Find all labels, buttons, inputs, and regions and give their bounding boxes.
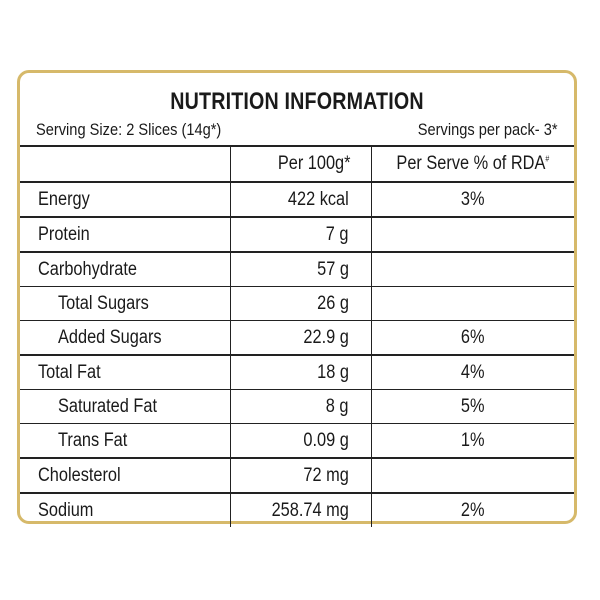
nutrient-name: Protein bbox=[20, 216, 230, 252]
table-row-carbohydrate: Carbohydrate 57 g bbox=[20, 251, 574, 287]
table-row-added-sugars: Added Sugars 22.9 g 6% bbox=[20, 320, 574, 355]
nutrient-per-100g: 8 g bbox=[229, 389, 372, 424]
nutrient-per-100g: 26 g bbox=[229, 286, 372, 321]
table-header-row: Per 100g* Per Serve % of RDA# bbox=[20, 145, 574, 182]
table-row-trans-fat: Trans Fat 0.09 g 1% bbox=[20, 423, 574, 458]
nutrient-name: Cholesterol bbox=[20, 457, 230, 493]
nutrient-name: Energy bbox=[20, 181, 230, 217]
nutrient-rda bbox=[371, 216, 574, 252]
nutrition-panel: NUTRITION INFORMATION Serving Size: 2 Sl… bbox=[17, 70, 577, 527]
nutrient-per-100g: 422 kcal bbox=[229, 181, 372, 217]
serving-size: Serving Size: 2 Slices (14g*) bbox=[36, 120, 222, 139]
nutrient-rda: 4% bbox=[371, 354, 574, 390]
nutrient-per-100g: 18 g bbox=[229, 354, 372, 390]
nutrient-rda bbox=[371, 251, 574, 287]
nutrient-rda bbox=[371, 286, 574, 321]
nutrient-rda: 3% bbox=[371, 181, 574, 217]
nutrient-name: Added Sugars bbox=[20, 320, 230, 355]
nutrient-per-100g: 258.74 mg bbox=[229, 492, 372, 527]
nutrient-name: Carbohydrate bbox=[20, 251, 230, 287]
header-per-serve-label: Per Serve % of RDA bbox=[396, 153, 546, 174]
nutrient-name: Total Sugars bbox=[20, 286, 230, 321]
nutrition-table: Per 100g* Per Serve % of RDA# Energy 422… bbox=[20, 145, 574, 527]
header-per-serve: Per Serve % of RDA# bbox=[371, 145, 574, 182]
nutrient-name: Total Fat bbox=[20, 354, 230, 390]
nutrient-per-100g: 72 mg bbox=[229, 457, 372, 493]
servings-per-pack: Servings per pack- 3* bbox=[418, 120, 558, 139]
nutrient-per-100g: 57 g bbox=[229, 251, 372, 287]
nutrient-name: Trans Fat bbox=[20, 423, 230, 458]
header-per-100g: Per 100g* bbox=[229, 145, 372, 182]
table-row-protein: Protein 7 g bbox=[20, 216, 574, 252]
nutrient-per-100g: 22.9 g bbox=[229, 320, 372, 355]
header-per-serve-footnote: # bbox=[545, 154, 550, 164]
nutrition-title: NUTRITION INFORMATION bbox=[170, 88, 424, 115]
nutrient-rda: 1% bbox=[371, 423, 574, 458]
table-row-total-sugars: Total Sugars 26 g bbox=[20, 286, 574, 321]
nutrient-per-100g: 0.09 g bbox=[229, 423, 372, 458]
header-nutrient bbox=[20, 145, 230, 182]
nutrient-rda: 5% bbox=[371, 389, 574, 424]
table-row-total-fat: Total Fat 18 g 4% bbox=[20, 354, 574, 390]
nutrient-name: Saturated Fat bbox=[20, 389, 230, 424]
nutrient-rda: 2% bbox=[371, 492, 574, 527]
table-row-sodium: Sodium 258.74 mg 2% bbox=[20, 492, 574, 527]
table-row-energy: Energy 422 kcal 3% bbox=[20, 181, 574, 217]
nutrient-name: Sodium bbox=[20, 492, 230, 527]
nutrient-rda bbox=[371, 457, 574, 493]
nutrient-per-100g: 7 g bbox=[229, 216, 372, 252]
table-row-saturated-fat: Saturated Fat 8 g 5% bbox=[20, 389, 574, 424]
table-row-cholesterol: Cholesterol 72 mg bbox=[20, 457, 574, 493]
nutrient-rda: 6% bbox=[371, 320, 574, 355]
